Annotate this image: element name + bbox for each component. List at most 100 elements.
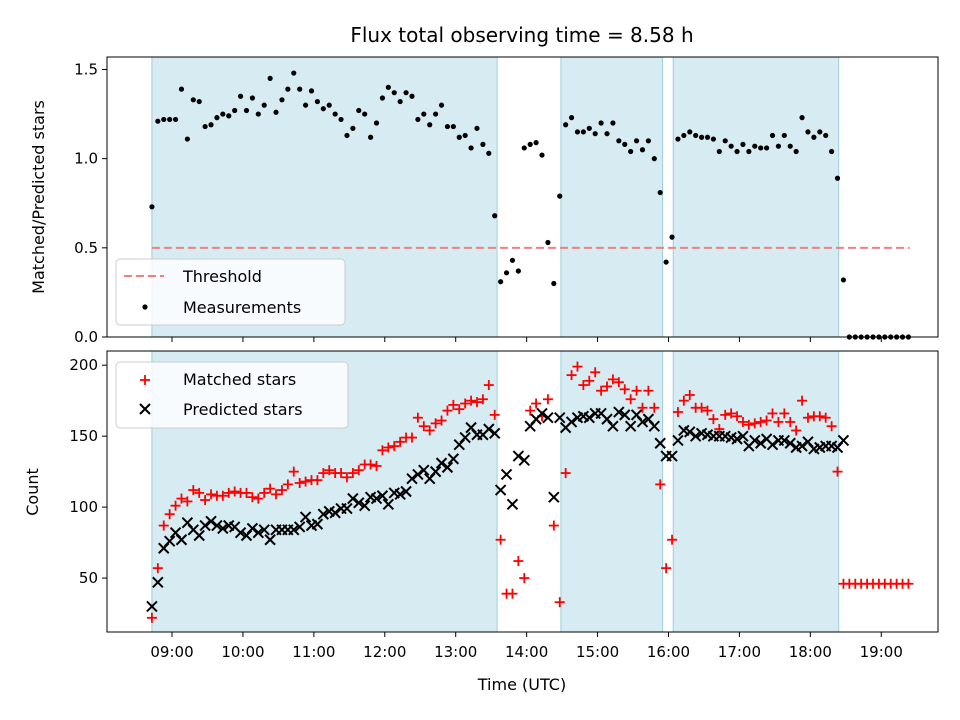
predicted-star-point (252, 526, 265, 539)
bottom-y-axis-label: Count (23, 468, 42, 516)
predicted-star-point (749, 434, 761, 447)
matched-star-point (353, 465, 364, 476)
y-tick-label: 100 (69, 498, 98, 516)
measurement-point (149, 204, 155, 210)
matched-star-point (684, 389, 695, 400)
measurement-point (740, 141, 746, 147)
matched-star-point (661, 563, 672, 574)
measurement-point (480, 141, 486, 147)
predicted-star-point (778, 434, 791, 447)
measurement-point (320, 106, 326, 112)
predicted-star-point (264, 534, 276, 546)
top-legend: Threshold Measurements (115, 258, 346, 326)
measurement-point (669, 234, 675, 240)
predicted-star-point (317, 508, 330, 520)
measurement-point (214, 115, 220, 121)
matched-star-point (785, 416, 796, 427)
measurement-point (421, 111, 427, 117)
predicted-star-point (837, 434, 850, 447)
predicted-star-point (554, 411, 566, 424)
measurement-point (763, 145, 770, 151)
measurement-point (492, 213, 498, 219)
matched-star-point (229, 486, 240, 497)
measurement-point (498, 279, 504, 285)
matched-star-point (678, 395, 689, 406)
matched-star-point (507, 588, 518, 599)
matched-star-point (619, 384, 630, 395)
predicted-star-point (766, 438, 779, 451)
measurement-point (468, 145, 474, 151)
measurement-point (817, 129, 823, 135)
predicted-star-point (536, 407, 548, 420)
predicted-star-point (542, 411, 554, 424)
predicted-star-point (418, 464, 430, 476)
measurement-point (592, 131, 598, 137)
measurement-point (687, 129, 693, 135)
legend-box (115, 258, 346, 326)
predicted-star-point (429, 465, 442, 478)
x-tick-label: 18:00 (789, 643, 832, 661)
predicted-star-point (211, 519, 223, 532)
matched-star-point (548, 520, 559, 531)
measurement-point (172, 116, 179, 123)
matched-star-point (531, 398, 542, 409)
matched-star-point (377, 445, 388, 456)
measurement-point (704, 134, 711, 140)
measurements-points (149, 70, 912, 340)
matched-star-point (625, 394, 636, 405)
y-tick-label: 200 (69, 356, 98, 374)
measurement-point (568, 115, 575, 121)
predicted-star-point (412, 468, 424, 481)
matched-star-point (424, 425, 435, 436)
matched-star-point (696, 402, 707, 413)
measurement-point (208, 122, 214, 128)
predicted-star-point (400, 485, 412, 498)
matched-star-point (572, 361, 583, 372)
predicted-star-point (731, 433, 743, 445)
x-tick-label: 15:00 (576, 643, 619, 661)
matched-star-point (513, 556, 524, 567)
measurement-point (586, 125, 592, 131)
measurement-point (580, 129, 586, 135)
measurement-point (722, 138, 728, 144)
matched-star-point (584, 375, 595, 386)
predicted-star-point (607, 420, 619, 432)
matched-star-point (341, 472, 352, 483)
measurement-point (574, 129, 581, 135)
measurement-point (178, 86, 185, 92)
matched-star-point (525, 405, 536, 416)
matched-star-point (519, 573, 530, 584)
measurement-point (314, 98, 321, 105)
predicted-star-point (199, 519, 211, 532)
matched-star-point (164, 509, 175, 520)
predicted-star-point (512, 450, 525, 462)
matched-star-point (158, 520, 169, 531)
matched-star-point (241, 487, 252, 498)
measurement-point (261, 102, 267, 108)
predicted-star-point (648, 420, 661, 432)
top-y-axis-label: Matched/Predicted stars (29, 100, 48, 294)
measurement-point (515, 268, 521, 274)
matched-star-point (200, 495, 211, 506)
legend-measurements-label: Measurements (183, 298, 301, 317)
matched-star-point (324, 465, 335, 476)
measurement-point (391, 90, 397, 96)
matched-star-point (389, 441, 400, 452)
measurement-point (728, 143, 734, 149)
predicted-star-point (613, 406, 625, 418)
predicted-star-point (358, 499, 371, 512)
predicted-star-point (394, 488, 406, 501)
matched-star-point (176, 493, 187, 504)
matched-star-point (265, 483, 276, 494)
x-tick-label: 12:00 (363, 643, 406, 661)
x-tick-label: 11:00 (292, 643, 335, 661)
predicted-star-point (341, 502, 353, 515)
matched-star-point (318, 468, 329, 479)
measurement-point (557, 193, 563, 199)
matched-star-point (217, 490, 228, 501)
x-tick-label: 10:00 (221, 643, 264, 661)
measurement-point (734, 148, 740, 155)
predicted-star-point (205, 515, 217, 528)
matched-star-point (223, 487, 234, 498)
measurement-point (332, 111, 338, 117)
